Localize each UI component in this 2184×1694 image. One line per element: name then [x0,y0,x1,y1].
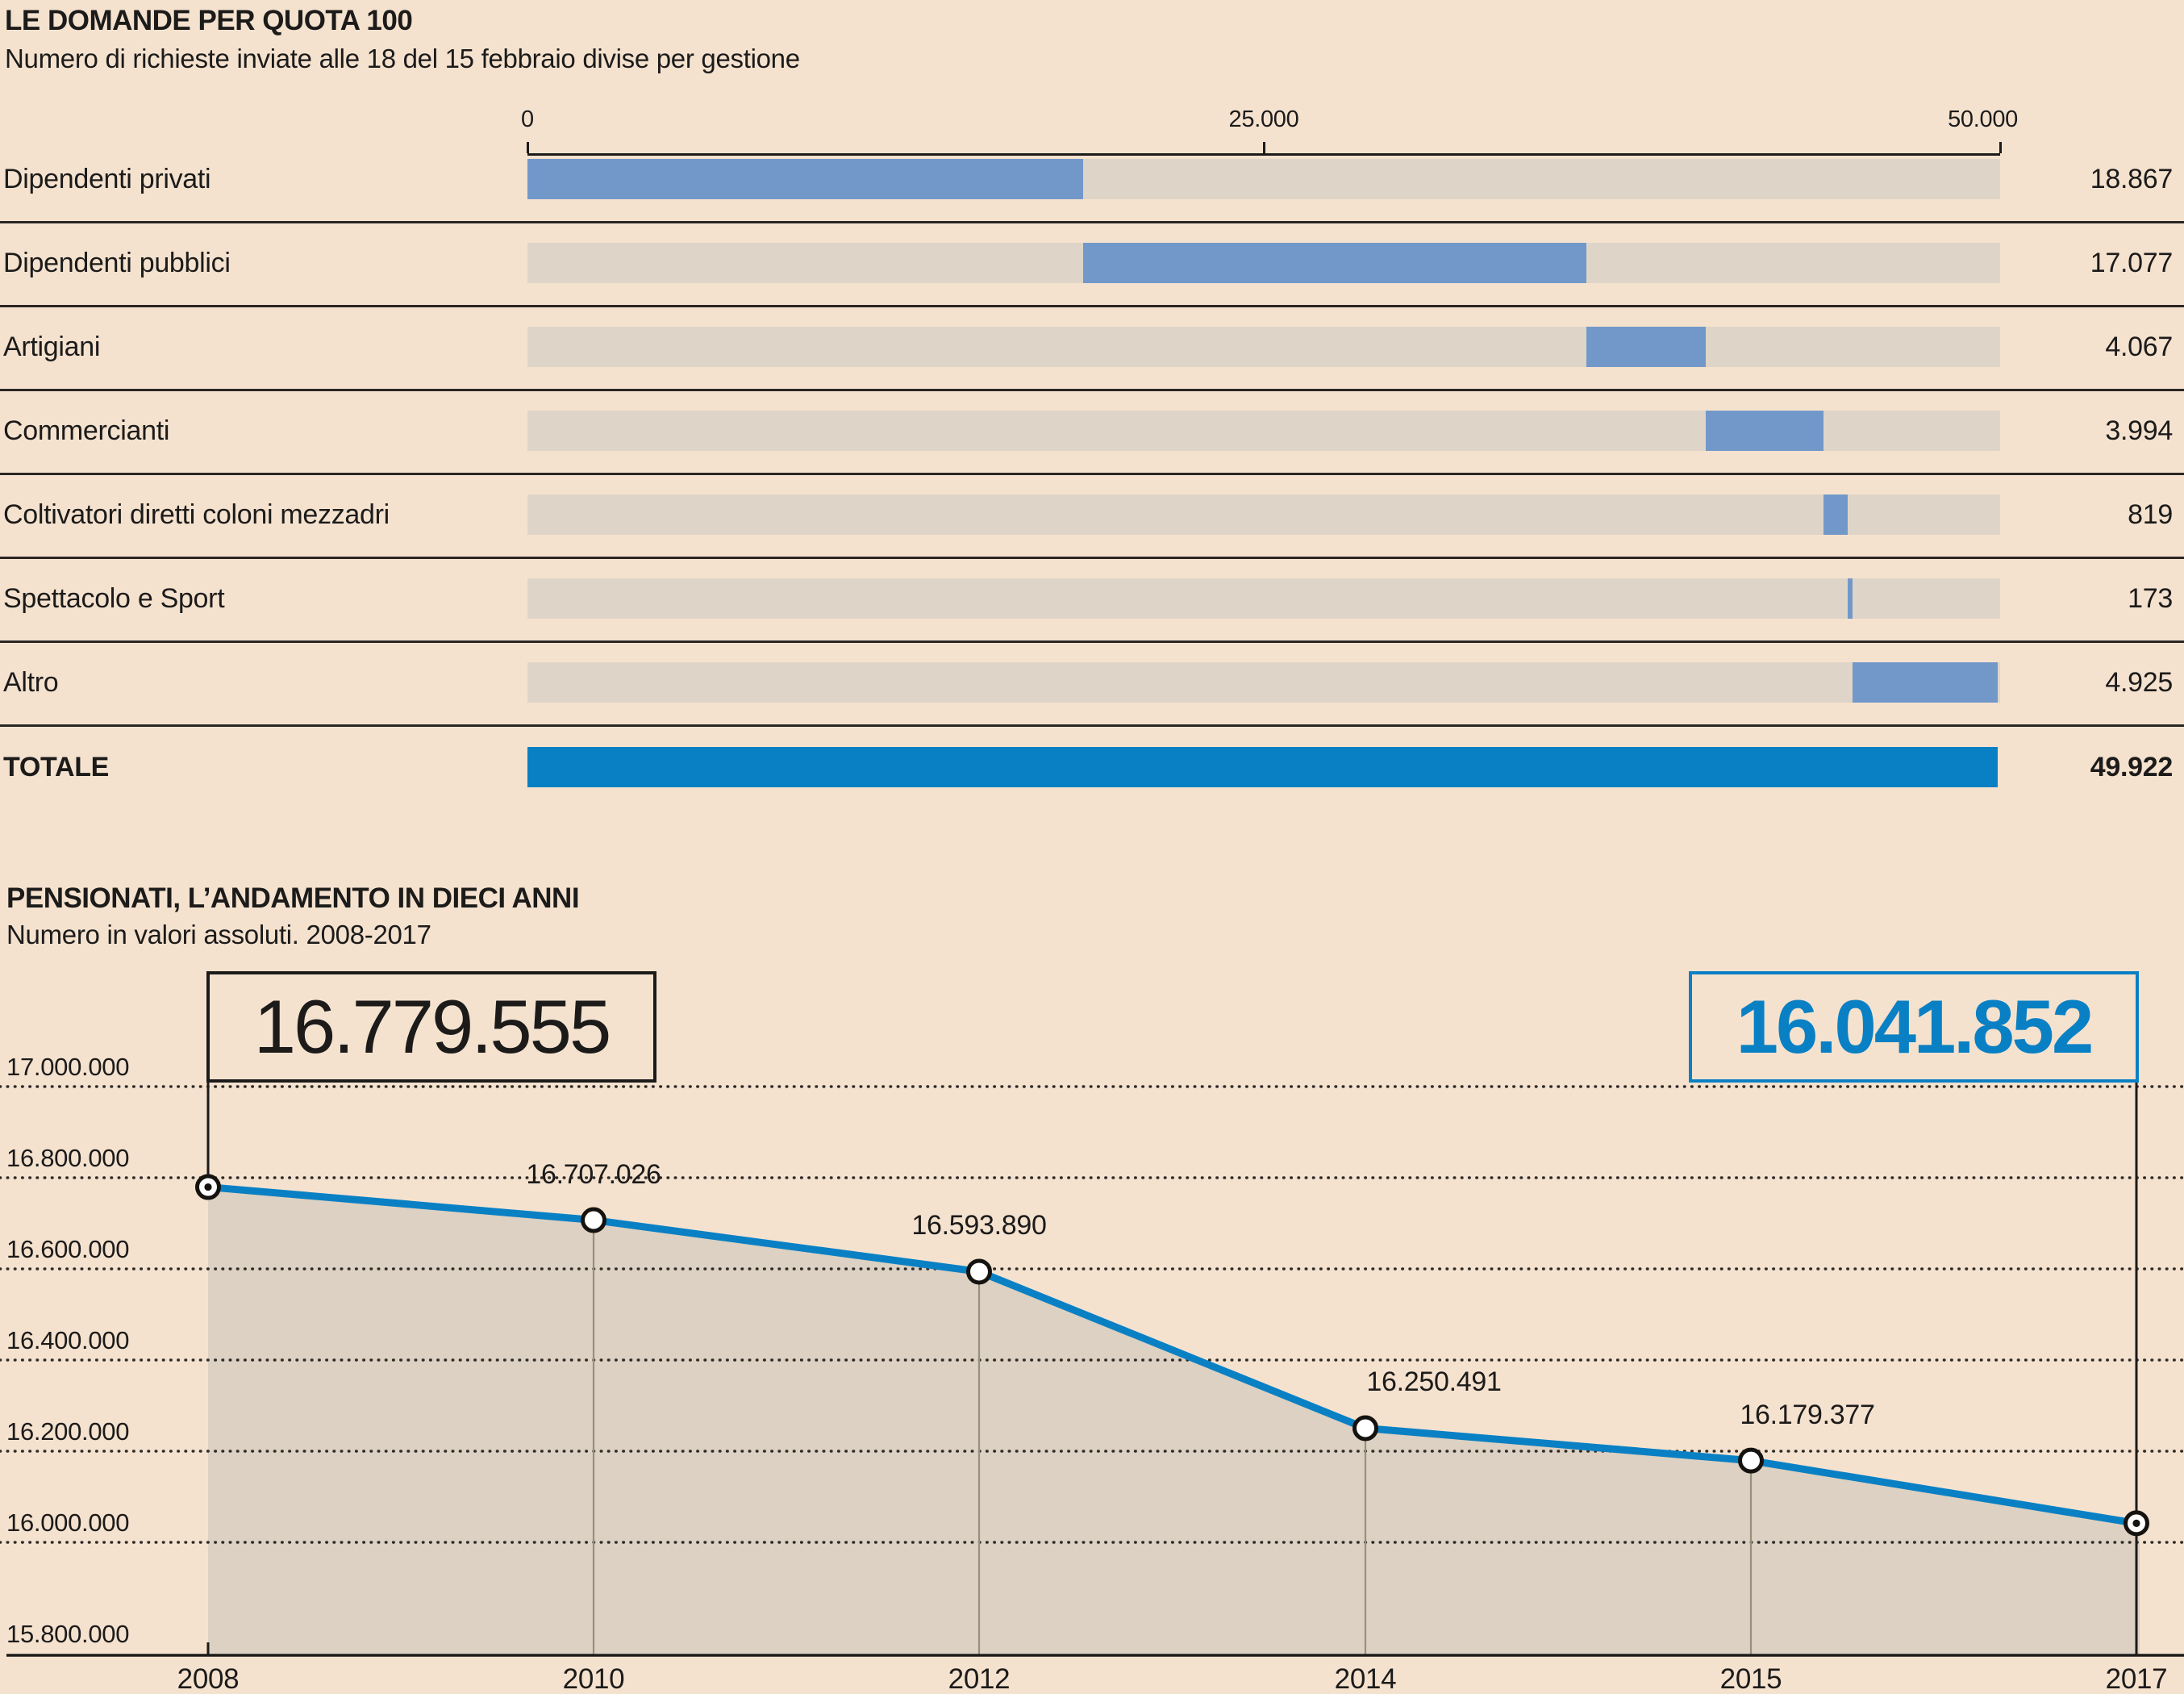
y-axis-tick-label: 16.400.000 [6,1326,130,1354]
row-value: 18.867 [2090,164,2174,194]
bar-segment [527,159,1084,199]
row-separator [0,221,2184,223]
end-value: 16.041.852 [1736,984,2094,1069]
x-axis-line [527,153,2000,156]
chart1-subtitle: Numero di richieste inviate alle 18 del … [5,44,800,73]
row-label: Altro [3,667,59,698]
row-value: 17.077 [2090,248,2174,278]
bar-track [527,578,2000,619]
x-axis-tick-label: 50.000 [1948,106,2018,132]
start-value-box: 16.779.555 [206,971,656,1083]
start-value: 16.779.555 [253,984,611,1069]
data-point-marker [581,1207,606,1233]
data-point-marker [966,1258,992,1285]
category-row: Coltivatori diretti coloni mezzadri 819 [0,494,2184,535]
x-axis-year-label: 2014 [1334,1663,1397,1694]
data-point-marker [1352,1415,1378,1442]
area-fill [208,1187,2140,1655]
total-value: 49.922 [2090,752,2174,782]
x-axis-year-label: 2008 [177,1663,240,1694]
chart2-subtitle: Numero in valori assoluti. 2008-2017 [6,920,431,949]
category-row: Dipendenti privati 18.867 [0,159,2184,199]
bar-segment [1853,662,1999,703]
row-value: 4.925 [2105,667,2173,698]
row-value: 173 [2128,583,2173,614]
category-row: Commercianti 3.994 [0,411,2184,451]
category-row: Spettacolo e Sport 173 [0,578,2184,619]
category-row: Artigiani 4.067 [0,327,2184,367]
bar-track [527,662,2000,703]
x-axis-year-label: 2015 [1719,1663,1782,1694]
bar-segment [1706,411,1824,451]
category-row: Altro 4.925 [0,662,2184,703]
y-axis-tick-label: 16.800.000 [6,1144,130,1172]
row-separator [0,724,2184,727]
bar-segment [1586,327,1707,367]
row-separator [0,389,2184,391]
row-label: Coltivatori diretti coloni mezzadri [3,499,390,530]
point-value-label: 16.250.491 [1366,1366,1502,1398]
category-row: Dipendenti pubblici 17.077 [0,243,2184,283]
total-bar [527,747,1999,787]
x-axis-tick-label: 0 [521,106,534,132]
data-point-center-dot [204,1183,212,1191]
bar-segment [1847,578,1853,619]
x-axis-tick [1999,142,2002,153]
point-value-label: 16.593.890 [911,1210,1047,1241]
row-label: Artigiani [3,332,101,362]
chart1-title: LE DOMANDE PER QUOTA 100 [5,5,413,36]
y-axis-tick-label: 16.000.000 [6,1508,130,1537]
point-value-label: 16.179.377 [1740,1399,1875,1430]
y-axis-tick-label: 16.200.000 [6,1417,130,1446]
y-axis-tick-label: 16.600.000 [6,1235,130,1263]
data-point-center-dot [2132,1519,2140,1527]
x-axis-tick [1263,142,1265,153]
row-label: Dipendenti pubblici [3,248,231,278]
x-axis-year-label: 2010 [562,1663,625,1694]
bar-segment [1823,494,1848,535]
row-separator [0,305,2184,307]
y-axis-tick-label: 17.000.000 [6,1053,130,1081]
row-label: Commercianti [3,415,170,446]
bar-segment [1083,243,1586,283]
end-value-box: 16.041.852 [1689,971,2139,1083]
chart2-title: PENSIONATI, L’ANDAMENTO IN DIECI ANNI [6,882,580,914]
data-line [204,1183,2140,1527]
bar-track [527,494,2000,535]
row-separator [0,640,2184,643]
point-value-label: 16.707.026 [526,1158,661,1190]
row-separator [0,557,2184,559]
total-row: TOTALE 49.922 [0,747,2184,787]
y-axis-tick-label: 15.800.000 [6,1620,130,1648]
row-value: 819 [2128,499,2173,530]
x-axis-year-label: 2017 [2105,1663,2168,1694]
row-value: 4.067 [2105,332,2173,362]
x-axis-year-label: 2012 [948,1663,1011,1694]
row-label: Dipendenti privati [3,164,211,194]
row-separator [0,473,2184,475]
row-label: Spettacolo e Sport [3,583,225,614]
x-axis-tick [527,142,529,153]
bar-track [527,327,2000,367]
row-value: 3.994 [2105,415,2173,446]
total-label: TOTALE [3,752,110,782]
data-point-marker [1738,1447,1764,1474]
x-axis-tick-label: 25.000 [1228,106,1299,132]
